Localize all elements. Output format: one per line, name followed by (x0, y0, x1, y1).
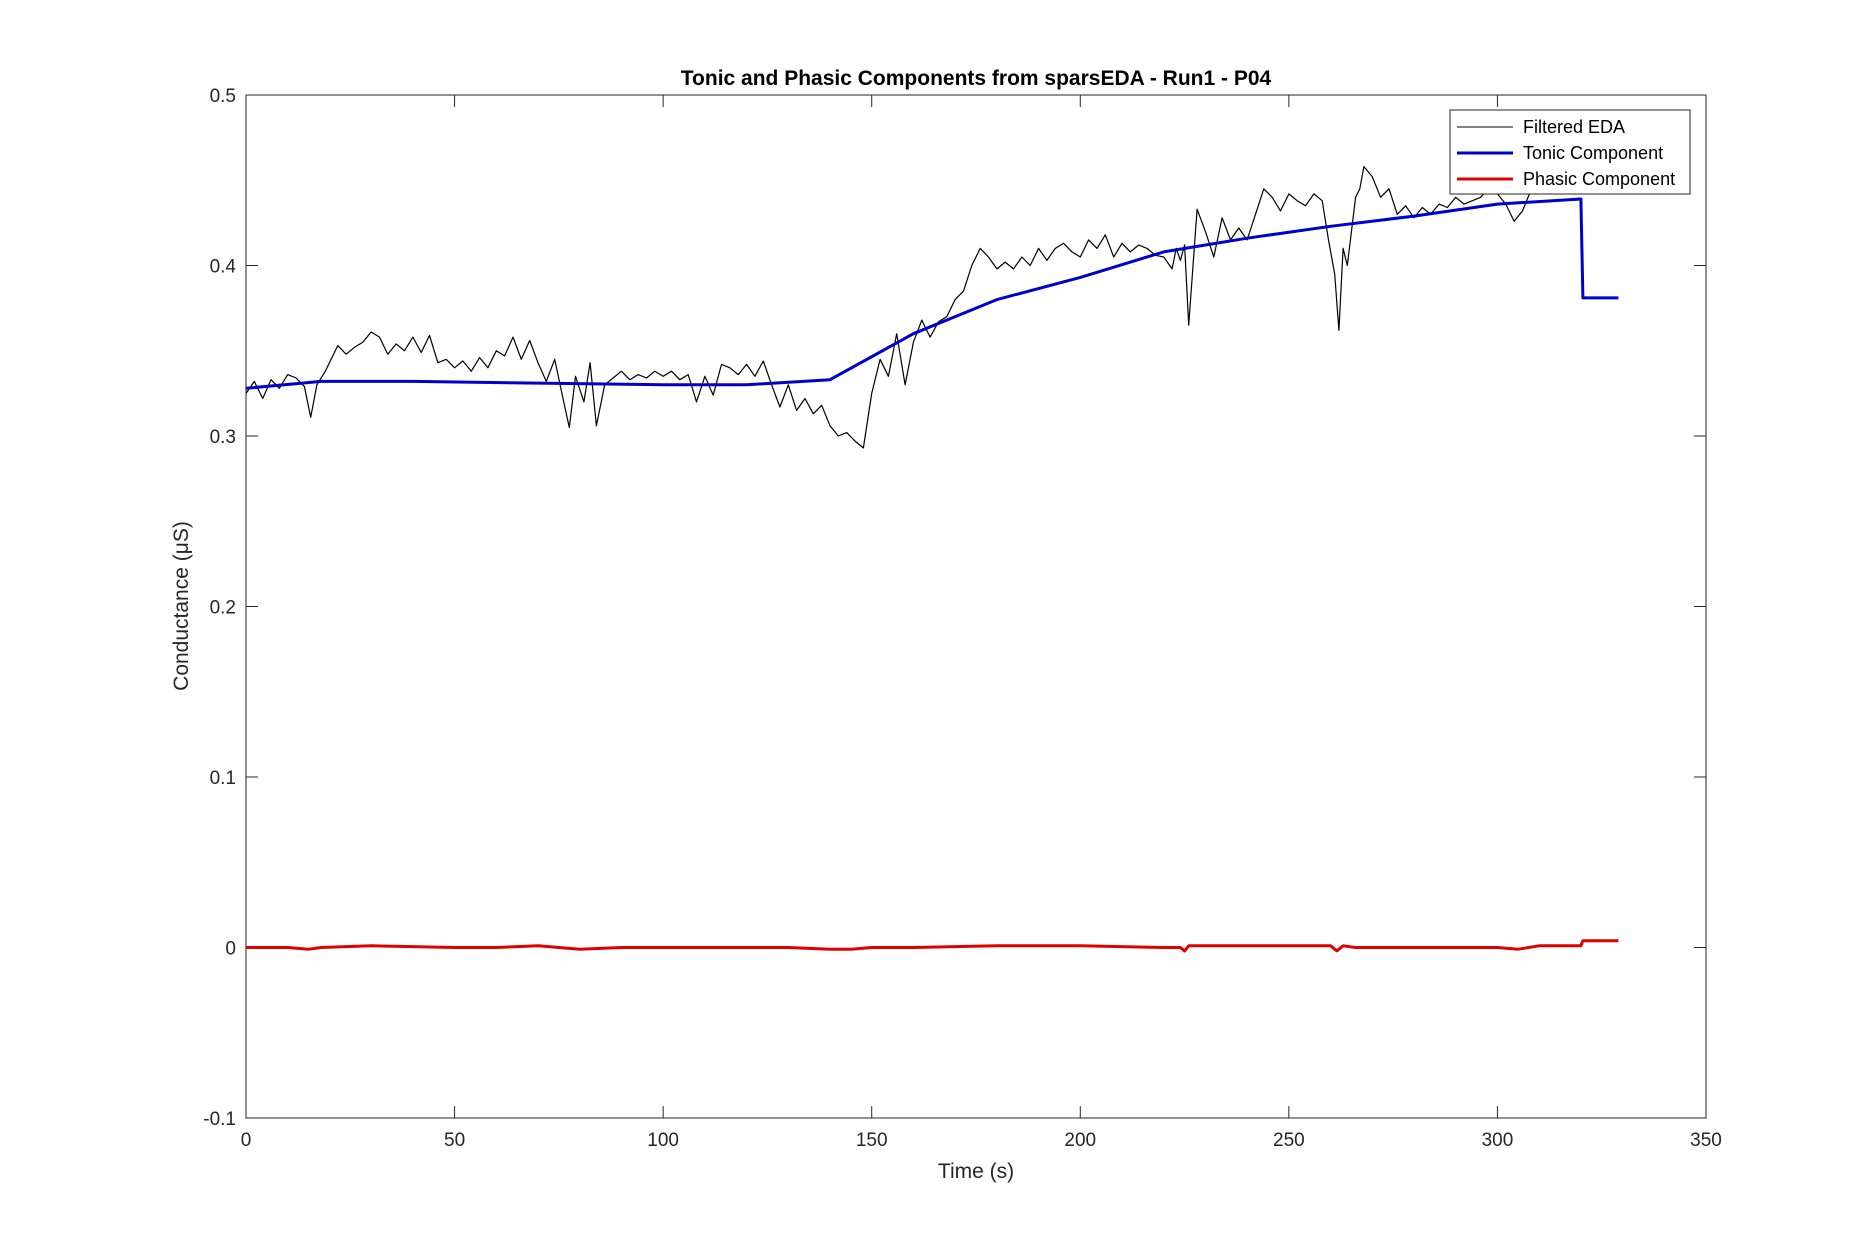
series-line-phasic-component (246, 939, 1619, 953)
x-tick-label: 100 (647, 1130, 679, 1151)
x-tick-label: 150 (856, 1130, 888, 1151)
y-tick-label: 0.1 (210, 768, 236, 789)
x-tick-label: 350 (1690, 1130, 1722, 1151)
legend-label-phasic-component: Phasic Component (1523, 169, 1675, 189)
plot-area (245, 94, 1707, 1119)
legend: Filtered EDA Tonic Component Phasic Comp… (1449, 109, 1691, 195)
y-tick-label: 0.4 (210, 257, 237, 278)
axis-ticks: 0 50 100 150 200 250 300 350-0.100.10.20.30.40.… (203, 86, 1722, 1151)
y-tick-label: 0.2 (210, 598, 236, 619)
y-tick-label: 0 (225, 939, 236, 960)
series-layer (245, 166, 1619, 953)
legend-label-filtered-eda: Filtered EDA (1523, 117, 1625, 137)
series-line-tonic-component (245, 197, 1619, 390)
y-tick-label: -0.1 (203, 1109, 236, 1130)
x-tick-label: 300 (1482, 1130, 1514, 1151)
series-line-filtered-eda (245, 166, 1540, 449)
chart-title: Tonic and Phasic Components from sparsED… (681, 67, 1272, 90)
x-tick-label: 200 (1064, 1130, 1096, 1151)
y-tick-label: 0.5 (210, 86, 236, 107)
x-axis-label: Time (s) (938, 1160, 1014, 1183)
y-axis-label: Conductance (μS) (170, 521, 193, 691)
x-tick-label: 250 (1273, 1130, 1305, 1151)
x-tick-label: 0 (241, 1130, 252, 1151)
y-tick-label: 0.3 (210, 427, 236, 448)
x-tick-label: 50 (444, 1130, 465, 1151)
legend-label-tonic-component: Tonic Component (1523, 143, 1663, 163)
